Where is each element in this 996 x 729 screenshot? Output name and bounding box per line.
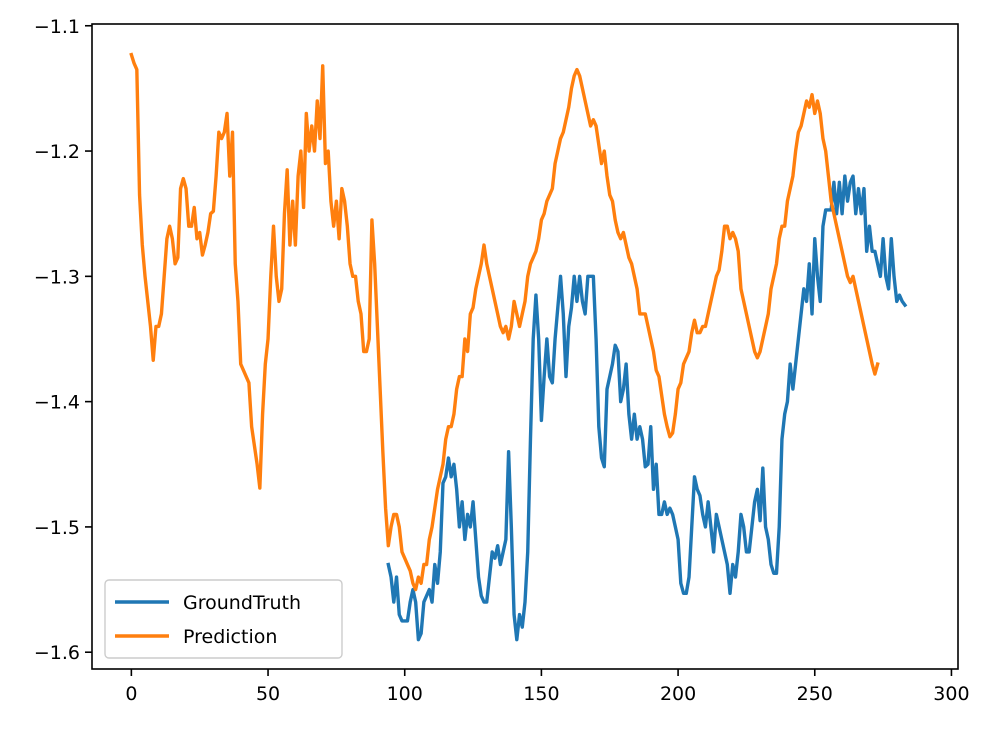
y-tick-label: −1.2 [34, 141, 80, 163]
x-tick-label: 200 [660, 683, 696, 705]
x-tick-label: 250 [797, 683, 833, 705]
series-line-groundtruth [386, 174, 908, 642]
x-tick-label: 0 [125, 683, 137, 705]
legend-label-groundtruth: GroundTruth [183, 592, 301, 614]
series-line-prediction [129, 52, 880, 592]
x-tick-label: 100 [387, 683, 423, 705]
y-tick-label: −1.5 [34, 517, 80, 539]
x-tick-label: 50 [256, 683, 280, 705]
plot-area [129, 52, 908, 642]
y-tick-label: −1.3 [34, 266, 80, 288]
x-tick-label: 300 [933, 683, 969, 705]
x-tick-label: 150 [523, 683, 559, 705]
y-tick-label: −1.6 [34, 642, 80, 664]
y-tick-label: −1.4 [34, 392, 80, 414]
y-axis: −1.1 −1.2 −1.3 −1.4 −1.5 −1.6 [34, 16, 92, 664]
y-tick-label: −1.1 [34, 16, 80, 38]
legend-box [104, 579, 343, 659]
legend: GroundTruth Prediction [104, 579, 343, 659]
legend-label-prediction: Prediction [183, 626, 277, 648]
x-axis: 0 50 100 150 200 250 300 [125, 669, 970, 705]
axes-frame [91, 23, 959, 670]
